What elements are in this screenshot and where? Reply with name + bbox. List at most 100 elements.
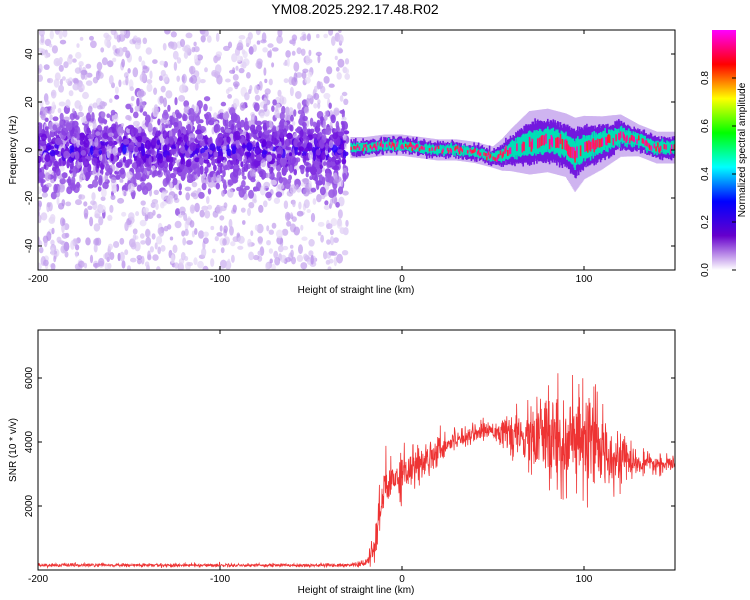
spectrogram-y-tick-label: 20 bbox=[24, 96, 35, 108]
spectrogram-noise-mark bbox=[156, 235, 163, 245]
spectrogram-noise-mark bbox=[248, 251, 255, 261]
spectrogram-signal-mark bbox=[540, 135, 543, 146]
spectrogram-signal-mark bbox=[661, 140, 664, 161]
spectrogram-signal-mark bbox=[397, 142, 400, 151]
spectrogram-noise-mark bbox=[323, 92, 331, 100]
spectrogram-noise-mark bbox=[38, 172, 45, 178]
spectrogram-noise-mark bbox=[101, 147, 105, 155]
spectrogram-noise-mark bbox=[291, 50, 296, 56]
spectrogram-noise-mark bbox=[145, 47, 152, 55]
spectrogram-noise-mark bbox=[49, 114, 53, 121]
spectrogram-signal-mark bbox=[603, 131, 605, 150]
spectrogram-noise-mark bbox=[194, 202, 200, 213]
spectrogram-signal-mark bbox=[565, 139, 567, 150]
spectrogram-noise-mark bbox=[298, 146, 304, 152]
spectrogram-noise-mark bbox=[225, 78, 231, 83]
spectrogram-noise-mark bbox=[344, 73, 351, 80]
spectrogram-noise-mark bbox=[289, 152, 292, 157]
spectrogram-signal-mark bbox=[474, 149, 476, 157]
spectrogram-noise-mark bbox=[144, 139, 152, 150]
spectrogram-signal-mark bbox=[514, 142, 516, 160]
spectrogram-noise-mark bbox=[236, 186, 242, 192]
spectrogram-signal-mark bbox=[387, 137, 390, 146]
spectrogram-noise-mark bbox=[47, 77, 54, 84]
spectrogram-signal-mark bbox=[408, 143, 411, 148]
spectrogram-noise-mark bbox=[187, 216, 192, 223]
spectrogram-signal-mark bbox=[476, 151, 479, 155]
spectrogram-signal-mark bbox=[665, 144, 667, 150]
spectrogram-signal-mark bbox=[476, 147, 478, 156]
spectrogram-noise-mark bbox=[278, 245, 284, 253]
spectrogram-signal-mark bbox=[489, 153, 492, 162]
spectrogram-noise-mark bbox=[85, 171, 91, 180]
spectrogram-signal-mark bbox=[577, 138, 580, 165]
spectrogram-noise-mark bbox=[248, 189, 254, 199]
spectrogram-signal-mark bbox=[396, 141, 399, 145]
spectrogram-noise-mark bbox=[314, 160, 320, 169]
spectrogram-noise-mark bbox=[144, 261, 150, 268]
spectrogram-signal-mark bbox=[350, 146, 352, 151]
spectrogram-signal-mark bbox=[646, 141, 648, 153]
spectrogram-noise-mark bbox=[223, 45, 230, 52]
spectrogram-signal-mark bbox=[499, 150, 502, 161]
spectrogram-noise-mark bbox=[226, 148, 232, 157]
spectrogram-noise-mark bbox=[297, 102, 302, 110]
spectrogram-noise-mark bbox=[137, 127, 142, 134]
spectrogram-noise-mark bbox=[227, 94, 233, 99]
spectrogram-signal-mark bbox=[435, 145, 437, 150]
spectrogram-signal-mark bbox=[652, 140, 655, 153]
spectrogram-signal-mark bbox=[584, 141, 586, 152]
spectrogram-noise-mark bbox=[160, 85, 166, 93]
spectrogram-signal-mark bbox=[401, 144, 403, 148]
spectrogram-signal-mark bbox=[405, 142, 408, 150]
spectrogram-noise-mark bbox=[227, 258, 231, 267]
colorbar-tick-label: 0.6 bbox=[700, 119, 711, 133]
spectrogram-noise-mark bbox=[202, 30, 209, 37]
spectrogram-noise-mark bbox=[332, 132, 338, 140]
spectrogram-noise-mark bbox=[78, 158, 83, 163]
spectrogram-signal-mark bbox=[645, 139, 647, 145]
spectrogram-noise-mark bbox=[263, 67, 267, 76]
spectrogram-signal-mark bbox=[355, 143, 358, 158]
spectrogram-noise-mark bbox=[207, 204, 213, 210]
spectrogram-noise-mark bbox=[329, 236, 335, 246]
spectrogram-noise-mark bbox=[139, 73, 147, 83]
spectrogram-signal-mark bbox=[460, 147, 463, 156]
spectrogram-noise-mark bbox=[254, 84, 260, 95]
spectrogram-noise-mark bbox=[121, 211, 127, 217]
spectrogram-noise-mark bbox=[173, 262, 179, 269]
spectrogram-noise-mark bbox=[215, 205, 223, 214]
spectrogram-noise-mark bbox=[323, 250, 328, 260]
spectrogram-signal-mark bbox=[567, 145, 570, 156]
spectrogram-noise-mark bbox=[38, 124, 43, 135]
spectrogram-noise-mark bbox=[296, 210, 304, 217]
spectrogram-noise-mark bbox=[300, 182, 304, 187]
spectrogram-noise-mark bbox=[145, 228, 151, 238]
spectrogram-signal-mark bbox=[600, 138, 603, 147]
spectrogram-signal-mark bbox=[398, 139, 401, 148]
spectrogram-noise-mark bbox=[125, 103, 132, 110]
spectrogram-noise-mark bbox=[179, 84, 186, 94]
spectrogram-signal-mark bbox=[354, 144, 356, 153]
spectrogram-noise-mark bbox=[197, 167, 201, 178]
spectrogram-noise-mark bbox=[162, 130, 168, 140]
spectrogram-signal-mark bbox=[455, 146, 457, 150]
spectrogram-noise-mark bbox=[146, 83, 153, 92]
spectrogram-signal-mark bbox=[601, 137, 604, 147]
spectrogram-noise-mark bbox=[74, 251, 78, 258]
spectrogram-signal-mark bbox=[662, 142, 665, 154]
spectrogram-noise-mark bbox=[194, 228, 198, 235]
spectrogram-noise-mark bbox=[107, 214, 113, 221]
spectrogram-noise-mark bbox=[140, 200, 146, 206]
spectrogram-noise-mark bbox=[300, 262, 308, 270]
spectrogram-signal-mark bbox=[494, 152, 496, 162]
spectrogram-noise-mark bbox=[55, 162, 59, 168]
spectrogram-noise-mark bbox=[136, 97, 140, 107]
spectrogram-noise-mark bbox=[242, 175, 247, 180]
spectrogram-noise-mark bbox=[83, 201, 88, 207]
spectrogram-signal-mark bbox=[651, 140, 654, 153]
spectrogram-noise-mark bbox=[176, 75, 180, 82]
spectrogram-noise-mark bbox=[111, 184, 118, 194]
spectrogram-noise-mark bbox=[76, 139, 80, 148]
